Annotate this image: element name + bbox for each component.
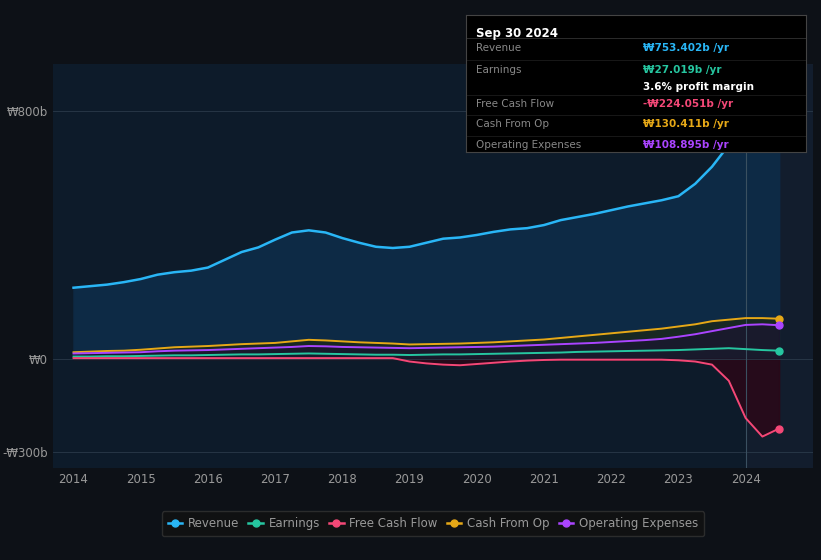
Text: ₩753.402b /yr: ₩753.402b /yr (643, 43, 729, 53)
Text: Free Cash Flow: Free Cash Flow (475, 99, 554, 109)
Text: Cash From Op: Cash From Op (475, 119, 548, 129)
Text: ₩27.019b /yr: ₩27.019b /yr (643, 64, 721, 74)
Text: -₩224.051b /yr: -₩224.051b /yr (643, 99, 733, 109)
Legend: Revenue, Earnings, Free Cash Flow, Cash From Op, Operating Expenses: Revenue, Earnings, Free Cash Flow, Cash … (162, 511, 704, 536)
Text: ₩130.411b /yr: ₩130.411b /yr (643, 119, 728, 129)
Text: Revenue: Revenue (475, 43, 521, 53)
Text: ₩108.895b /yr: ₩108.895b /yr (643, 140, 728, 150)
Text: Operating Expenses: Operating Expenses (475, 140, 581, 150)
Text: 3.6% profit margin: 3.6% profit margin (643, 82, 754, 92)
Bar (745, 64, 813, 468)
Text: Earnings: Earnings (475, 64, 521, 74)
Text: Sep 30 2024: Sep 30 2024 (475, 27, 557, 40)
